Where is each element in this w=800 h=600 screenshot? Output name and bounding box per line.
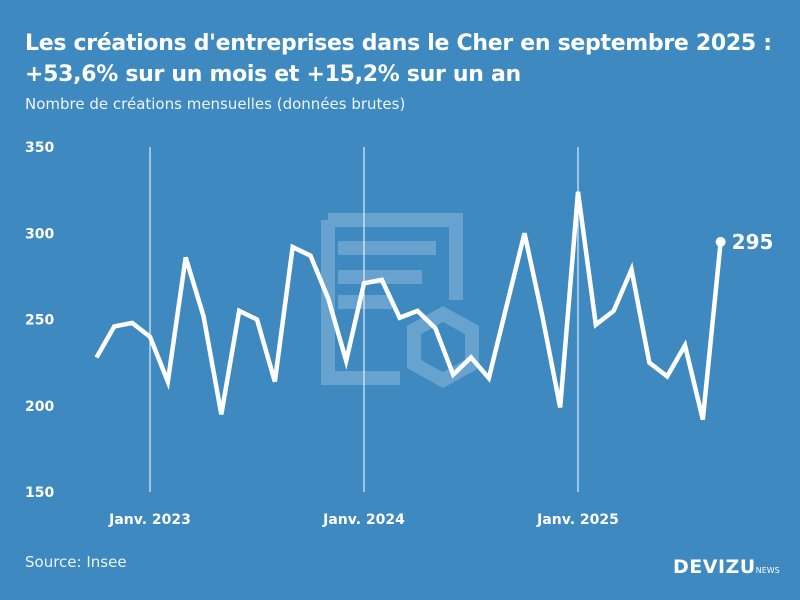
last-point-label: 295 xyxy=(732,230,774,254)
title-line-2: +53,6% sur un mois et +15,2% sur un an xyxy=(25,62,521,87)
title-line-1: Les créations d'entreprises dans le Cher… xyxy=(25,31,772,56)
source-note: Source: Insee xyxy=(25,553,127,571)
x-tick-label: Janv. 2024 xyxy=(322,512,405,528)
y-tick-label: 350 xyxy=(25,140,54,156)
last-point-marker xyxy=(715,236,726,247)
chart-title: Les créations d'entreprises dans le Cher… xyxy=(25,28,772,90)
x-tick-label: Janv. 2023 xyxy=(108,512,191,528)
chart-subtitle: Nombre de créations mensuelles (données … xyxy=(25,95,406,113)
x-tick-label: Janv. 2025 xyxy=(536,512,619,528)
logo-suffix: NEWS xyxy=(755,566,780,575)
devizu-logo: DEVIZUNEWS xyxy=(673,556,780,578)
y-tick-label: 200 xyxy=(25,399,54,415)
series-line xyxy=(94,191,723,421)
watermark-logo xyxy=(321,213,479,388)
y-tick-label: 150 xyxy=(25,485,54,501)
logo-main: DEVIZU xyxy=(673,556,756,578)
y-tick-label: 300 xyxy=(25,226,54,242)
y-tick-label: 250 xyxy=(25,313,54,329)
